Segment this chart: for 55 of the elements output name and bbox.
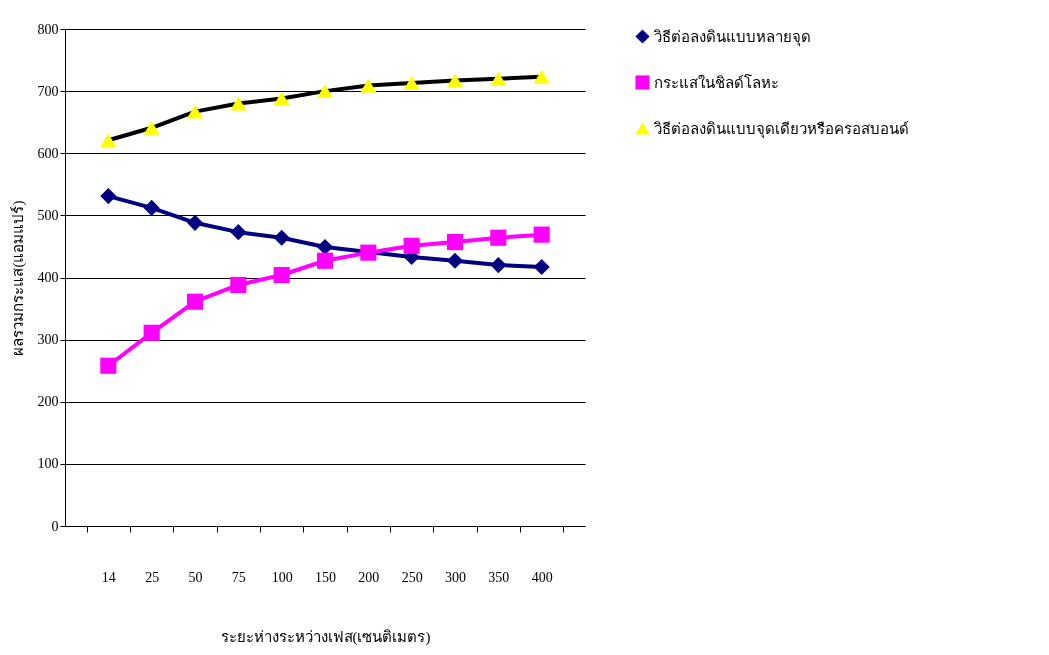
- y-tick-label: 200: [37, 394, 59, 410]
- point: [360, 78, 377, 93]
- y-tick-label: 100: [37, 456, 59, 472]
- point: [360, 244, 377, 261]
- point: [316, 252, 334, 269]
- point: [143, 199, 160, 216]
- x-axis-title: ระยะห่างระหว่างเฟส(เซนติเมตร): [220, 628, 431, 646]
- x-tick-label: 100: [271, 569, 293, 585]
- point: [533, 226, 550, 243]
- x-tick-label: 350: [488, 569, 510, 585]
- y-tick-label: 400: [37, 270, 59, 285]
- point: [490, 71, 507, 86]
- legend-label: วิธีต่อลงดินแบบหลายจุด: [653, 28, 811, 47]
- point: [100, 188, 117, 205]
- point: [186, 293, 204, 310]
- x-tick-label: 200: [358, 569, 380, 585]
- point: [316, 84, 334, 99]
- point: [490, 257, 507, 274]
- point: [186, 104, 204, 119]
- point: [230, 224, 247, 241]
- x-tick-label: 150: [315, 569, 336, 585]
- point: [230, 276, 247, 294]
- x-tick-label: 50: [188, 569, 203, 585]
- x-tick-label: 250: [401, 569, 423, 585]
- point: [100, 357, 117, 374]
- y-tick-label: 600: [37, 145, 59, 161]
- x-tick-label: 25: [145, 569, 160, 585]
- legend-label: วิธีต่อลงดินแบบจุดเดียวหรือครอสบอนด์: [653, 120, 909, 139]
- point: [446, 252, 464, 269]
- point: [403, 76, 420, 91]
- point: [533, 258, 550, 275]
- y-tick-label: 500: [37, 207, 59, 223]
- point: [490, 229, 507, 246]
- point: [273, 91, 290, 106]
- y-tick-label: 0: [51, 518, 59, 534]
- point: [100, 133, 117, 148]
- point: [143, 120, 160, 135]
- y-tick-label: 800: [37, 21, 59, 37]
- y-tick-label: 300: [37, 332, 59, 348]
- point: [533, 69, 550, 84]
- point: [273, 266, 290, 284]
- point: [230, 96, 247, 111]
- x-tick-label: 75: [231, 569, 246, 585]
- point: [403, 237, 420, 254]
- point: [143, 324, 160, 341]
- x-tick-label: 300: [445, 569, 466, 585]
- y-axis-title: ผลรวมกระแส(แอมแปร์): [9, 200, 27, 356]
- x-tick-label: 400: [531, 569, 553, 585]
- y-tick-label: 700: [37, 83, 59, 99]
- point: [446, 234, 464, 251]
- legend-label: กระแสในชิลด์โลหะ: [654, 73, 779, 91]
- point: [186, 214, 204, 231]
- point: [446, 73, 464, 88]
- point: [273, 229, 290, 246]
- x-tick-label: 14: [101, 569, 116, 585]
